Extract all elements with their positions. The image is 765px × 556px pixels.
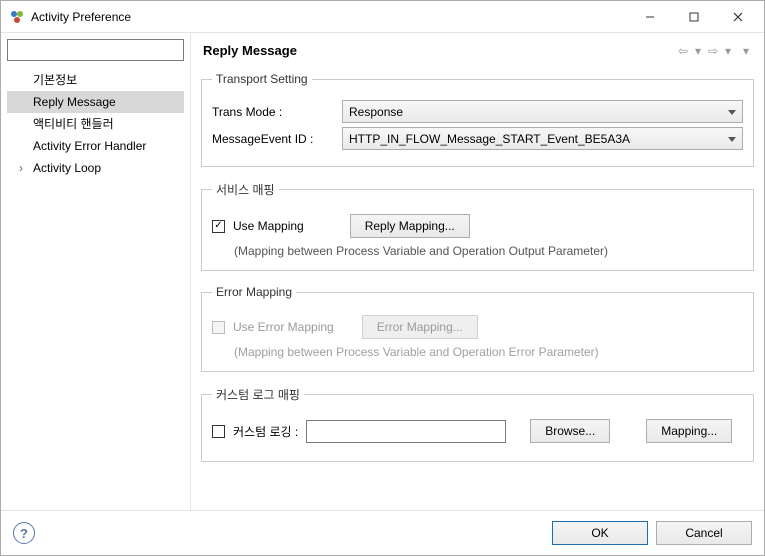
transport-setting-group: Transport Setting Trans Mode : Response …: [201, 72, 754, 167]
sidebar-item-basic-info[interactable]: 기본정보: [7, 69, 184, 91]
custom-log-row: 커스텀 로깅 : Browse... Mapping...: [212, 419, 743, 443]
trans-mode-row: Trans Mode : Response: [212, 100, 743, 123]
transport-setting-legend: Transport Setting: [212, 72, 312, 86]
page-title: Reply Message: [203, 43, 676, 58]
sidebar: 기본정보 Reply Message 액티비티 핸들러 Activity Err…: [1, 33, 191, 510]
error-mapping-hint: (Mapping between Process Variable and Op…: [234, 345, 743, 359]
custom-log-path-input[interactable]: [306, 420, 506, 443]
dialog-footer: ? OK Cancel: [1, 511, 764, 555]
mapping-button[interactable]: Mapping...: [646, 419, 732, 443]
help-icon[interactable]: ?: [13, 522, 35, 544]
trans-mode-select[interactable]: Response: [342, 100, 743, 123]
nav-forward-menu-icon[interactable]: ▾: [722, 44, 734, 58]
use-error-mapping-row: Use Error Mapping Error Mapping...: [212, 315, 743, 339]
nav-tree: 기본정보 Reply Message 액티비티 핸들러 Activity Err…: [7, 69, 184, 179]
use-error-mapping-checkbox[interactable]: [212, 321, 225, 334]
app-icon: [9, 9, 25, 25]
titlebar: Activity Preference: [1, 1, 764, 33]
dialog-body: 기본정보 Reply Message 액티비티 핸들러 Activity Err…: [1, 33, 764, 511]
use-error-mapping-label: Use Error Mapping: [233, 320, 334, 334]
sidebar-item-activity-loop[interactable]: Activity Loop: [7, 157, 184, 179]
sidebar-item-reply-message[interactable]: Reply Message: [7, 91, 184, 113]
use-mapping-checkbox[interactable]: ✓: [212, 220, 225, 233]
service-mapping-legend: 서비스 매핑: [212, 181, 279, 198]
ok-button[interactable]: OK: [552, 521, 648, 545]
reply-mapping-button[interactable]: Reply Mapping...: [350, 214, 470, 238]
nav-forward-icon[interactable]: ⇨: [706, 44, 720, 58]
nav-back-menu-icon[interactable]: ▾: [692, 44, 704, 58]
nav-back-icon[interactable]: ⇦: [676, 44, 690, 58]
browse-button[interactable]: Browse...: [530, 419, 610, 443]
message-event-label: MessageEvent ID :: [212, 132, 342, 146]
maximize-button[interactable]: [672, 2, 716, 32]
message-event-value: HTTP_IN_FLOW_Message_START_Event_BE5A3A: [349, 132, 630, 146]
content-header: Reply Message ⇦ ▾ ⇨ ▾ ▾: [201, 39, 754, 66]
custom-log-legend: 커스텀 로그 매핑: [212, 386, 304, 403]
trans-mode-label: Trans Mode :: [212, 105, 342, 119]
trans-mode-value: Response: [349, 105, 403, 119]
service-mapping-hint: (Mapping between Process Variable and Op…: [234, 244, 743, 258]
sidebar-item-activity-handler[interactable]: 액티비티 핸들러: [7, 113, 184, 135]
error-mapping-group: Error Mapping Use Error Mapping Error Ma…: [201, 285, 754, 372]
service-mapping-group: 서비스 매핑 ✓ Use Mapping Reply Mapping... (M…: [201, 181, 754, 271]
use-mapping-row: ✓ Use Mapping Reply Mapping...: [212, 214, 743, 238]
message-event-row: MessageEvent ID : HTTP_IN_FLOW_Message_S…: [212, 127, 743, 150]
minimize-button[interactable]: [628, 2, 672, 32]
dialog-window: Activity Preference 기본정보 Reply Message: [0, 0, 765, 556]
close-button[interactable]: [716, 2, 760, 32]
custom-logging-label: 커스텀 로깅 :: [233, 423, 298, 440]
cancel-button[interactable]: Cancel: [656, 521, 752, 545]
window-title: Activity Preference: [31, 10, 628, 24]
content-panel: Reply Message ⇦ ▾ ⇨ ▾ ▾ Transport Settin…: [191, 33, 764, 510]
message-event-select[interactable]: HTTP_IN_FLOW_Message_START_Event_BE5A3A: [342, 127, 743, 150]
error-mapping-button: Error Mapping...: [362, 315, 478, 339]
custom-log-group: 커스텀 로그 매핑 커스텀 로깅 : Browse... Mapping...: [201, 386, 754, 462]
view-menu-icon[interactable]: ▾: [740, 44, 752, 58]
error-mapping-legend: Error Mapping: [212, 285, 296, 299]
custom-logging-checkbox[interactable]: [212, 425, 225, 438]
sidebar-item-activity-error-handler[interactable]: Activity Error Handler: [7, 135, 184, 157]
filter-input[interactable]: [7, 39, 184, 61]
header-nav: ⇦ ▾ ⇨ ▾ ▾: [676, 44, 752, 58]
use-mapping-label: Use Mapping: [233, 219, 304, 233]
window-buttons: [628, 2, 760, 32]
